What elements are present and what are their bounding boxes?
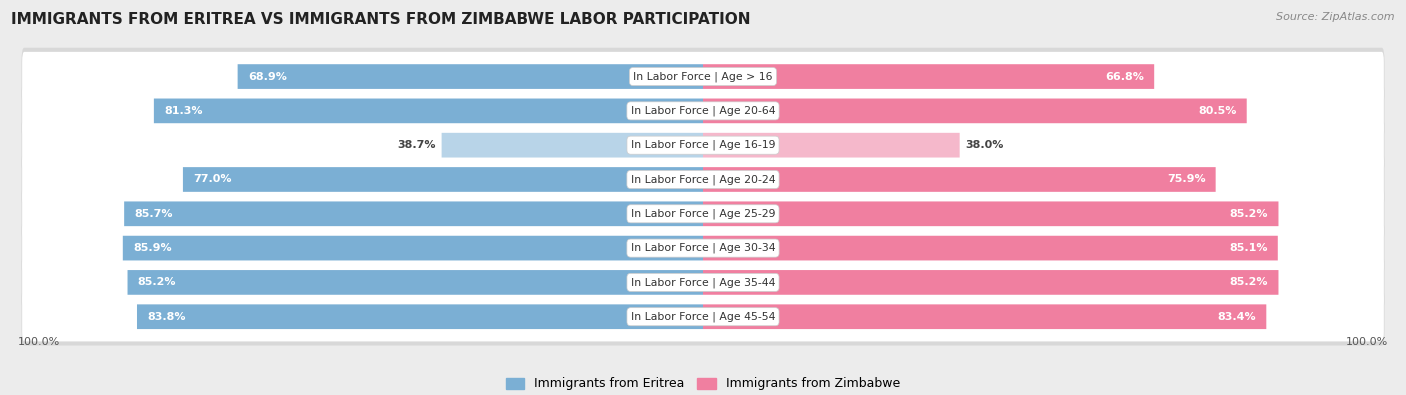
FancyBboxPatch shape (183, 167, 703, 192)
FancyBboxPatch shape (703, 167, 1216, 192)
Text: 66.8%: 66.8% (1105, 71, 1144, 81)
Text: 85.2%: 85.2% (138, 277, 176, 288)
FancyBboxPatch shape (21, 185, 1385, 243)
FancyBboxPatch shape (124, 201, 703, 226)
Text: 83.4%: 83.4% (1218, 312, 1256, 322)
FancyBboxPatch shape (21, 219, 1385, 277)
Text: 100.0%: 100.0% (17, 337, 59, 348)
Legend: Immigrants from Eritrea, Immigrants from Zimbabwe: Immigrants from Eritrea, Immigrants from… (501, 372, 905, 395)
FancyBboxPatch shape (22, 189, 1384, 239)
Text: 38.7%: 38.7% (398, 140, 436, 150)
FancyBboxPatch shape (703, 64, 1154, 89)
Text: 83.8%: 83.8% (148, 312, 186, 322)
Text: In Labor Force | Age 45-54: In Labor Force | Age 45-54 (631, 312, 775, 322)
FancyBboxPatch shape (703, 133, 960, 158)
FancyBboxPatch shape (21, 117, 1385, 174)
Text: 80.5%: 80.5% (1198, 106, 1237, 116)
Text: In Labor Force | Age 16-19: In Labor Force | Age 16-19 (631, 140, 775, 150)
FancyBboxPatch shape (153, 98, 703, 123)
FancyBboxPatch shape (21, 150, 1385, 208)
Text: 75.9%: 75.9% (1167, 175, 1205, 184)
Text: 81.3%: 81.3% (165, 106, 202, 116)
FancyBboxPatch shape (703, 201, 1278, 226)
Text: In Labor Force | Age 30-34: In Labor Force | Age 30-34 (631, 243, 775, 253)
Text: 68.9%: 68.9% (247, 71, 287, 81)
Text: 85.2%: 85.2% (1230, 209, 1268, 219)
Text: 85.2%: 85.2% (1230, 277, 1268, 288)
FancyBboxPatch shape (703, 305, 1267, 329)
Text: In Labor Force | Age 35-44: In Labor Force | Age 35-44 (631, 277, 775, 288)
FancyBboxPatch shape (128, 270, 703, 295)
Text: 85.1%: 85.1% (1229, 243, 1268, 253)
FancyBboxPatch shape (22, 86, 1384, 135)
FancyBboxPatch shape (22, 258, 1384, 307)
FancyBboxPatch shape (21, 254, 1385, 311)
FancyBboxPatch shape (703, 98, 1247, 123)
Text: Source: ZipAtlas.com: Source: ZipAtlas.com (1277, 12, 1395, 22)
FancyBboxPatch shape (238, 64, 703, 89)
FancyBboxPatch shape (22, 120, 1384, 170)
FancyBboxPatch shape (22, 224, 1384, 273)
Text: 100.0%: 100.0% (1347, 337, 1389, 348)
FancyBboxPatch shape (122, 236, 703, 260)
Text: In Labor Force | Age 25-29: In Labor Force | Age 25-29 (631, 209, 775, 219)
FancyBboxPatch shape (22, 292, 1384, 341)
Text: IMMIGRANTS FROM ERITREA VS IMMIGRANTS FROM ZIMBABWE LABOR PARTICIPATION: IMMIGRANTS FROM ERITREA VS IMMIGRANTS FR… (11, 12, 751, 27)
Text: 85.9%: 85.9% (134, 243, 172, 253)
FancyBboxPatch shape (22, 52, 1384, 101)
Text: 85.7%: 85.7% (135, 209, 173, 219)
Text: In Labor Force | Age 20-64: In Labor Force | Age 20-64 (631, 105, 775, 116)
FancyBboxPatch shape (21, 48, 1385, 105)
Text: 38.0%: 38.0% (965, 140, 1004, 150)
FancyBboxPatch shape (136, 305, 703, 329)
FancyBboxPatch shape (22, 155, 1384, 204)
Text: 77.0%: 77.0% (193, 175, 232, 184)
FancyBboxPatch shape (703, 270, 1278, 295)
FancyBboxPatch shape (21, 288, 1385, 346)
FancyBboxPatch shape (703, 236, 1278, 260)
FancyBboxPatch shape (441, 133, 703, 158)
Text: In Labor Force | Age 20-24: In Labor Force | Age 20-24 (631, 174, 775, 185)
FancyBboxPatch shape (21, 82, 1385, 140)
Text: In Labor Force | Age > 16: In Labor Force | Age > 16 (633, 71, 773, 82)
